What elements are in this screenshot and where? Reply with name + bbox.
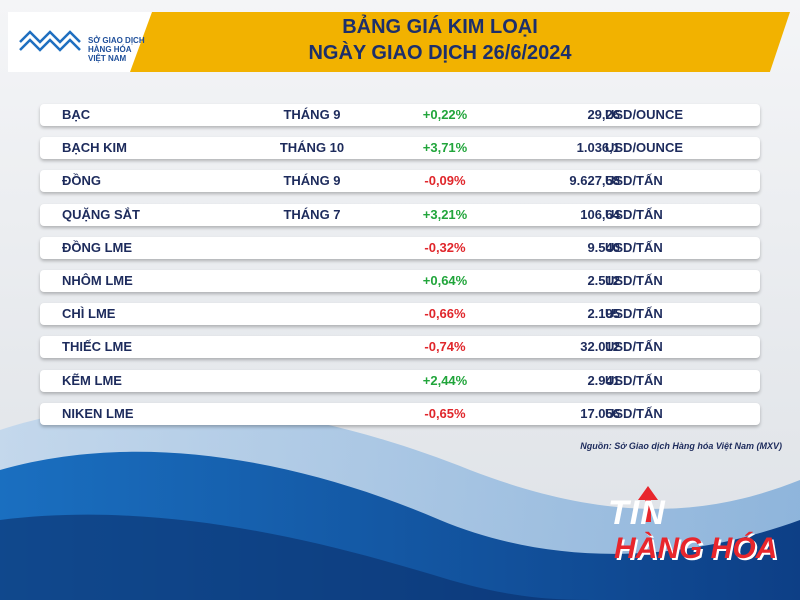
price-unit: USD/TẤN xyxy=(605,372,663,388)
source-note: Nguồn: Sở Giao dịch Hàng hóa Việt Nam (M… xyxy=(580,441,782,451)
metal-name: QUẶNG SẮT xyxy=(62,206,140,222)
price-change: +3,71% xyxy=(422,140,468,156)
metal-name: NHÔM LME xyxy=(62,272,133,288)
contract-month: THÁNG 9 xyxy=(283,173,341,189)
price-unit: USD/TẤN xyxy=(605,306,663,322)
page-title: BẢNG GIÁ KIM LOẠI NGÀY GIAO DỊCH 26/6/20… xyxy=(170,14,710,66)
logo-line-2: HÀNG HÓA xyxy=(88,45,132,54)
title-line-1: BẢNG GIÁ KIM LOẠI xyxy=(342,16,538,38)
price-unit: USD/TẤN xyxy=(605,173,663,189)
table-row: CHÌ LME -0,66% 2.195 USD/TẤN xyxy=(40,303,760,326)
title-line-2: NGÀY GIAO DỊCH 26/6/2024 xyxy=(308,42,572,64)
brand-line-1: TIN xyxy=(608,494,666,532)
price-value: 1.036,1 xyxy=(576,140,620,156)
price-change: -0,66% xyxy=(424,306,466,322)
brand-logo: TIN HÀNG HÓA xyxy=(600,486,790,588)
mxv-logo: SỞ GIAO DỊCH HÀNG HÓA VIỆT NAM xyxy=(8,12,158,72)
table-row: KẼM LME +2,44% 2.941 USD/TẤN xyxy=(40,369,760,392)
metal-name: NIKEN LME xyxy=(62,405,134,421)
price-change: -0,09% xyxy=(424,173,466,189)
table-row: NHÔM LME +0,64% 2.512 USD/TẤN xyxy=(40,269,760,292)
price-unit: USD/TẤN xyxy=(605,405,663,421)
price-value: 106,64 xyxy=(580,206,620,222)
metal-name: ĐỒNG LME xyxy=(62,239,133,255)
price-unit: USD/OUNCE xyxy=(605,107,684,122)
price-change: +3,21% xyxy=(422,206,468,222)
metal-name: ĐỒNG xyxy=(62,173,101,189)
price-value: 29,26 xyxy=(587,107,620,122)
table-row: QUẶNG SẮT THÁNG 7 +3,21% 106,64 USD/TẤN xyxy=(40,203,760,226)
table-row: BẠCH KIM THÁNG 10 +3,71% 1.036,1 USD/OUNCE xyxy=(40,137,760,160)
contract-month: THÁNG 10 xyxy=(279,140,345,156)
price-change: -0,65% xyxy=(424,405,466,421)
price-unit: USD/TẤN xyxy=(605,239,663,255)
price-change: -0,32% xyxy=(424,239,466,255)
table-row: ĐỒNG THÁNG 9 -0,09% 9.627,58 USD/TẤN xyxy=(40,170,760,193)
arrow-up-icon xyxy=(638,486,658,522)
metal-name: THIẾC LME xyxy=(62,339,133,355)
price-value: 2.941 xyxy=(587,372,620,388)
metal-name: CHÌ LME xyxy=(62,306,116,322)
metal-name: BẠCH KIM xyxy=(62,140,127,156)
price-unit: USD/OUNCE xyxy=(605,140,684,156)
logo-line-3: VIỆT NAM xyxy=(88,54,127,63)
table-row: THIẾC LME -0,74% 32.012 USD/TẤN xyxy=(40,336,760,359)
price-value: 9.540 xyxy=(587,239,620,255)
price-value: 2.195 xyxy=(587,306,620,322)
price-unit: USD/TẤN xyxy=(605,206,663,222)
table-row: ĐỒNG LME -0,32% 9.540 USD/TẤN xyxy=(40,236,760,259)
contract-month: THÁNG 9 xyxy=(283,107,341,122)
brand-line-2: HÀNG HÓA xyxy=(614,532,778,565)
metal-name: BẠC xyxy=(62,107,91,122)
price-change: +0,22% xyxy=(422,107,468,122)
contract-month: THÁNG 7 xyxy=(283,206,341,222)
price-value: 2.512 xyxy=(587,272,620,288)
price-table: BẠC THÁNG 9 +0,22% 29,26 USD/OUNCE BẠCH KIM TH… xyxy=(40,104,760,436)
price-unit: USD/TẤN xyxy=(605,272,663,288)
logo-line-1: SỞ GIAO DỊCH xyxy=(88,36,145,45)
price-value: 17.056 xyxy=(580,405,620,421)
logo-text: SỞ GIAO DỊCH HÀNG HÓA VIỆT NAM xyxy=(88,36,168,63)
header: SỞ GIAO DỊCH HÀNG HÓA VIỆT NAM BẢNG GIÁ … xyxy=(0,0,800,80)
metal-name: KẼM LME xyxy=(62,372,122,388)
mxv-logo-icon xyxy=(8,12,158,72)
table-row: NIKEN LME -0,65% 17.056 USD/TẤN xyxy=(40,402,760,425)
price-change: +2,44% xyxy=(422,372,468,388)
table-row: BẠC THÁNG 9 +0,22% 29,26 USD/OUNCE xyxy=(40,104,760,126)
price-change: -0,74% xyxy=(424,339,466,355)
title-banner xyxy=(120,12,790,72)
price-value: 9.627,58 xyxy=(569,173,620,189)
price-value: 32.012 xyxy=(580,339,620,355)
price-unit: USD/TẤN xyxy=(605,339,663,355)
price-change: +0,64% xyxy=(422,272,468,288)
